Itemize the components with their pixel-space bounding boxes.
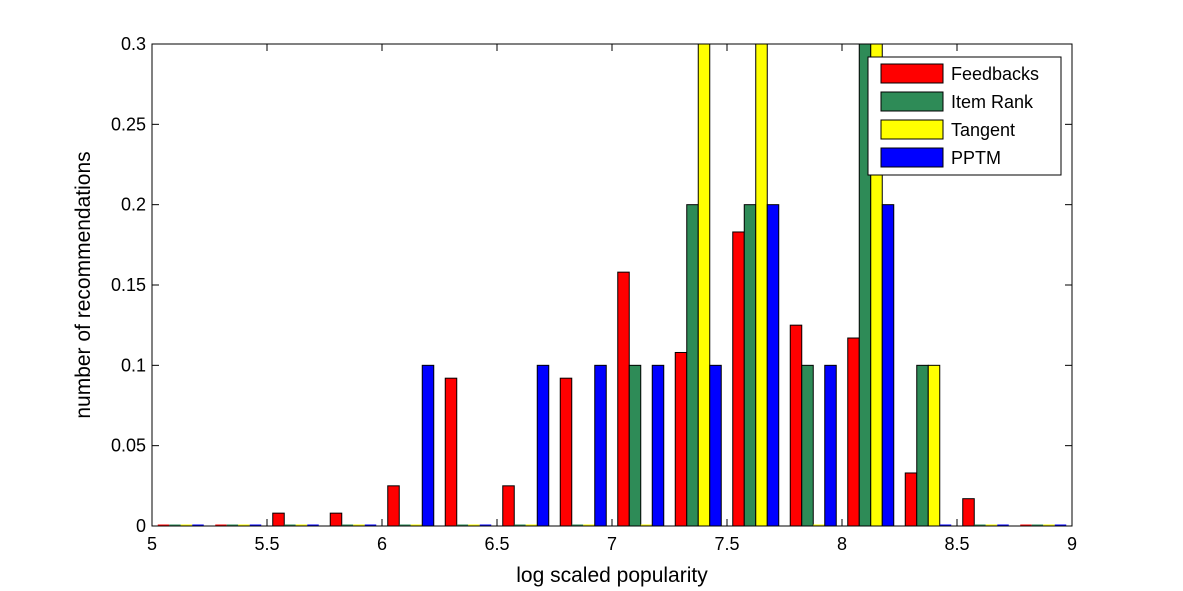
bar-item-rank [743,204,757,527]
bar-pptm [766,204,780,527]
bar-feedbacks [904,472,918,527]
bar-feedbacks [329,512,343,527]
bar-item-rank [916,364,929,527]
x-tick-label: 5.5 [254,534,279,554]
bar-pptm [881,204,895,527]
x-tick-label: 8 [837,534,847,554]
bar-item-rank [686,204,699,527]
y-tick-label: 0.1 [121,355,146,375]
bar-feedbacks [617,271,630,527]
x-tick-label: 8.5 [944,534,969,554]
y-tick-label: 0.15 [111,275,146,295]
bar-feedbacks [559,377,573,527]
x-tick-label: 5 [147,534,157,554]
bar-feedbacks [962,498,975,527]
x-tick-label: 6.5 [484,534,509,554]
bar-feedbacks [732,231,745,527]
legend-label-item-rank: Item Rank [951,92,1034,112]
bars-group [157,43,1067,527]
y-tick-label: 0.05 [111,436,146,456]
bar-pptm [536,364,550,527]
bar-pptm [824,364,837,527]
bar-feedbacks [387,485,400,527]
legend-swatch-feedbacks [880,63,944,84]
bar-item-rank [628,364,642,527]
bar-pptm [651,364,665,527]
bar-feedbacks [789,324,803,527]
y-tick-label: 0 [136,516,146,536]
axis-ticks: 5 5.5 6 6.5 7 7.5 8 8.5 9 0 0.05 0.1 0.15 0.2 0.25 0.3 [111,34,1077,554]
bar-pptm [421,364,435,527]
legend-swatch-pptm [880,147,944,168]
x-tick-label: 6 [377,534,387,554]
legend-swatch-tangent [880,119,944,140]
bar-tangent [927,364,941,527]
legend-label-feedbacks: Feedbacks [951,64,1039,84]
y-tick-label: 0.25 [111,114,146,134]
y-tick-label: 0.3 [121,34,146,54]
y-tick-label: 0.2 [121,195,146,215]
bar-item-rank [801,364,814,527]
bar-feedbacks [847,337,860,527]
legend: Feedbacks Item Rank Tangent PPTM [867,56,1062,176]
bar-tangent [755,43,768,527]
x-tick-label: 7 [607,534,617,554]
y-axis-label: number of recommendations [72,151,95,418]
legend-swatch-item-rank [880,91,944,112]
bar-feedbacks [444,377,458,527]
bar-feedbacks [272,512,285,527]
legend-label-tangent: Tangent [951,120,1015,140]
x-axis-label: log scaled popularity [516,564,708,587]
bar-tangent [697,43,711,527]
bar-feedbacks [674,351,688,527]
x-tick-label: 9 [1067,534,1077,554]
bar-pptm [709,364,722,527]
bar-pptm [594,364,607,527]
legend-label-pptm: PPTM [951,148,1001,168]
x-tick-label: 7.5 [714,534,739,554]
bar-feedbacks [502,485,515,527]
